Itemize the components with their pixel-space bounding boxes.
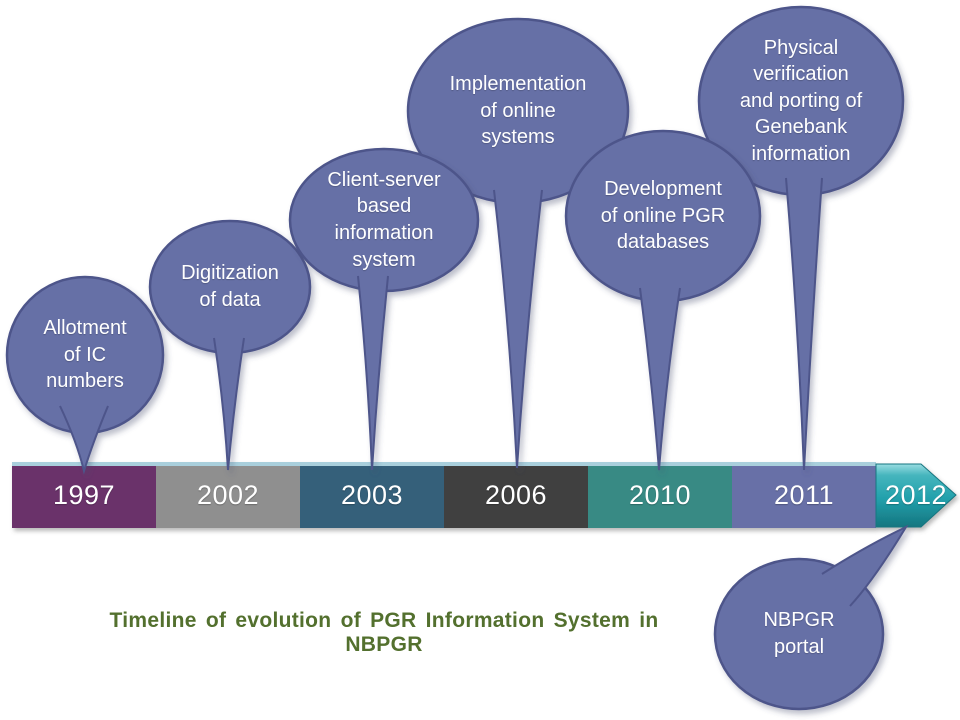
bubble-2006-tail	[493, 189, 543, 469]
year-label-2003: 2003	[340, 479, 404, 510]
year-label-2002: 2002	[196, 479, 260, 510]
bubble-nbpgr-portal	[713, 524, 909, 711]
year-label-2011: 2011	[773, 479, 835, 510]
bubble-label-2010: Development of online PGR databases	[600, 178, 726, 254]
segment-2011	[732, 462, 876, 528]
bubble-2012-circle	[713, 557, 885, 711]
bubble-2010-tail	[639, 287, 681, 471]
segment-2012-arrow	[875, 463, 957, 528]
year-label-2006: 2006	[484, 479, 548, 510]
bubble-implementation-online-systems	[406, 17, 630, 469]
bubble-1997-tail	[59, 405, 109, 475]
bubble-2003-tail	[357, 275, 389, 471]
bubble-genebank-information	[697, 5, 905, 471]
bubble-2012-tail	[821, 524, 909, 607]
bubble-client-server-system	[288, 147, 480, 471]
segment-2010	[588, 462, 732, 528]
bubble-online-pgr-databases	[564, 129, 762, 471]
year-label-1997: 1997	[52, 479, 116, 510]
bubble-label-2011: Physical verification and porting of Gen…	[739, 36, 863, 165]
segment-2006	[444, 462, 588, 528]
segment-2002	[156, 462, 300, 528]
bubble-label-2006: Implementation of online systems	[449, 73, 587, 149]
bubble-digitization-of-data	[148, 219, 312, 471]
bubble-2002-tail	[213, 337, 245, 471]
bubble-label-1997: Allotment of IC numbers	[43, 317, 127, 393]
year-label-2012: 2012	[884, 479, 948, 510]
year-label-2010: 2010	[628, 479, 692, 510]
timeline-bar	[12, 462, 957, 528]
bubble-label-2012: NBPGR portal	[763, 609, 835, 658]
bubble-label-2002: Digitization of data	[181, 262, 279, 311]
bubble-allotment-ic-numbers	[5, 275, 165, 475]
segment-2003	[300, 462, 444, 528]
bubble-2011-tail	[785, 177, 823, 471]
caption-title: Timeline of evolution of PGR Information…	[109, 609, 659, 656]
bubble-label-2003: Client-server based information system	[327, 168, 441, 271]
bar-top-highlight	[12, 462, 876, 466]
